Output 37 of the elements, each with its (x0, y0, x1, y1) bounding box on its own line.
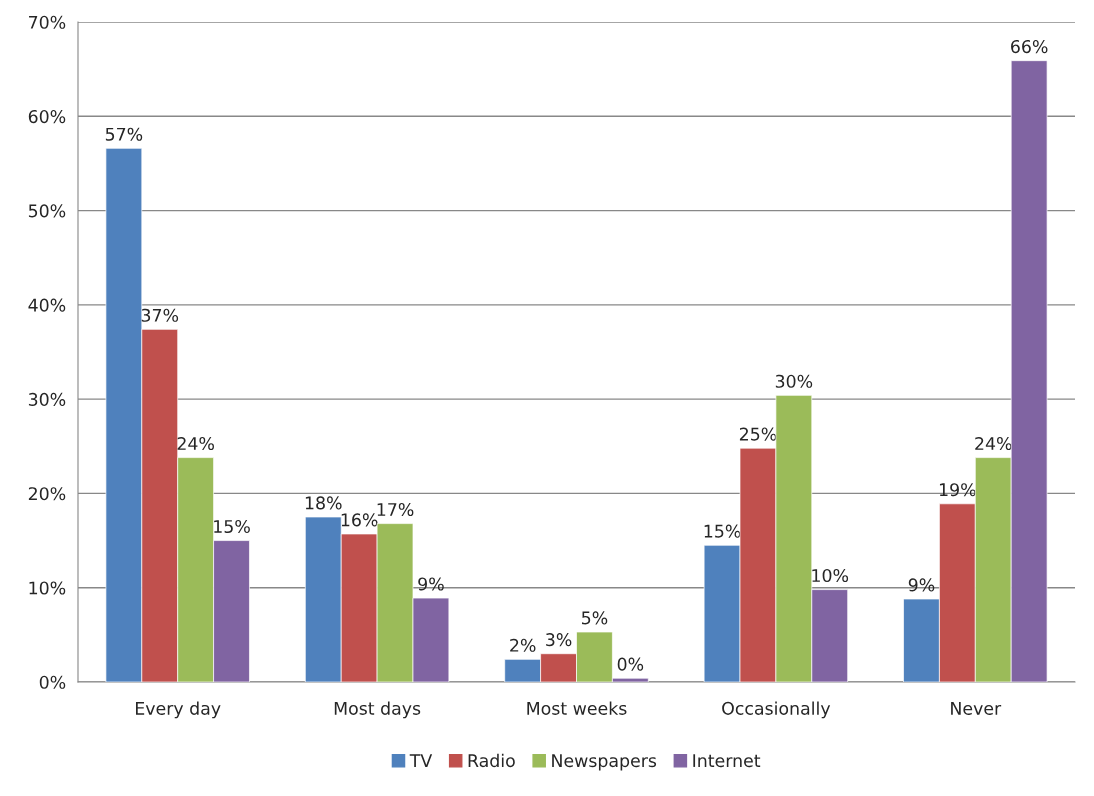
data-label: 0% (617, 657, 644, 671)
data-label: 9% (418, 577, 444, 591)
data-label: 24% (975, 436, 1012, 451)
data-label: 15% (704, 524, 741, 538)
data-label: 66% (1011, 39, 1048, 54)
x-tick-label: Never (951, 701, 1002, 715)
y-tick-label: 50% (28, 204, 66, 218)
y-tick-label: 10% (29, 581, 66, 595)
data-label: 17% (377, 502, 414, 517)
legend-label: Newspapers (552, 754, 657, 771)
data-label: 5% (582, 611, 608, 625)
data-label: 9% (908, 578, 935, 592)
x-tick-label: Most weeks (527, 701, 627, 715)
data-label: 15% (214, 519, 250, 534)
y-tick-label: 60% (28, 110, 66, 124)
x-tick-label: Occasionally (722, 701, 831, 719)
y-tick-label: 70% (29, 15, 66, 29)
data-label: 10% (812, 568, 849, 583)
x-tick-label: Every day (136, 701, 221, 719)
data-label: 30% (775, 374, 813, 388)
data-label: 16% (341, 513, 378, 527)
data-label: 3% (546, 633, 572, 647)
y-tick-label: 30% (28, 392, 66, 406)
data-label: 24% (177, 436, 214, 451)
legend-label: Radio (468, 753, 515, 768)
x-tick-label: Most days (334, 701, 421, 719)
data-label: 25% (739, 427, 777, 441)
data-label: 2% (510, 638, 536, 652)
y-tick-label: 0% (39, 675, 66, 689)
y-tick-label: 20% (28, 487, 66, 501)
data-label: 18% (305, 496, 342, 510)
y-tick-label: 40% (28, 298, 66, 312)
data-label: 57% (105, 127, 143, 141)
legend-label: Internet (693, 754, 761, 768)
data-label: 19% (939, 483, 976, 497)
legend-label: TV (409, 754, 433, 767)
data-label: 37% (141, 308, 179, 322)
